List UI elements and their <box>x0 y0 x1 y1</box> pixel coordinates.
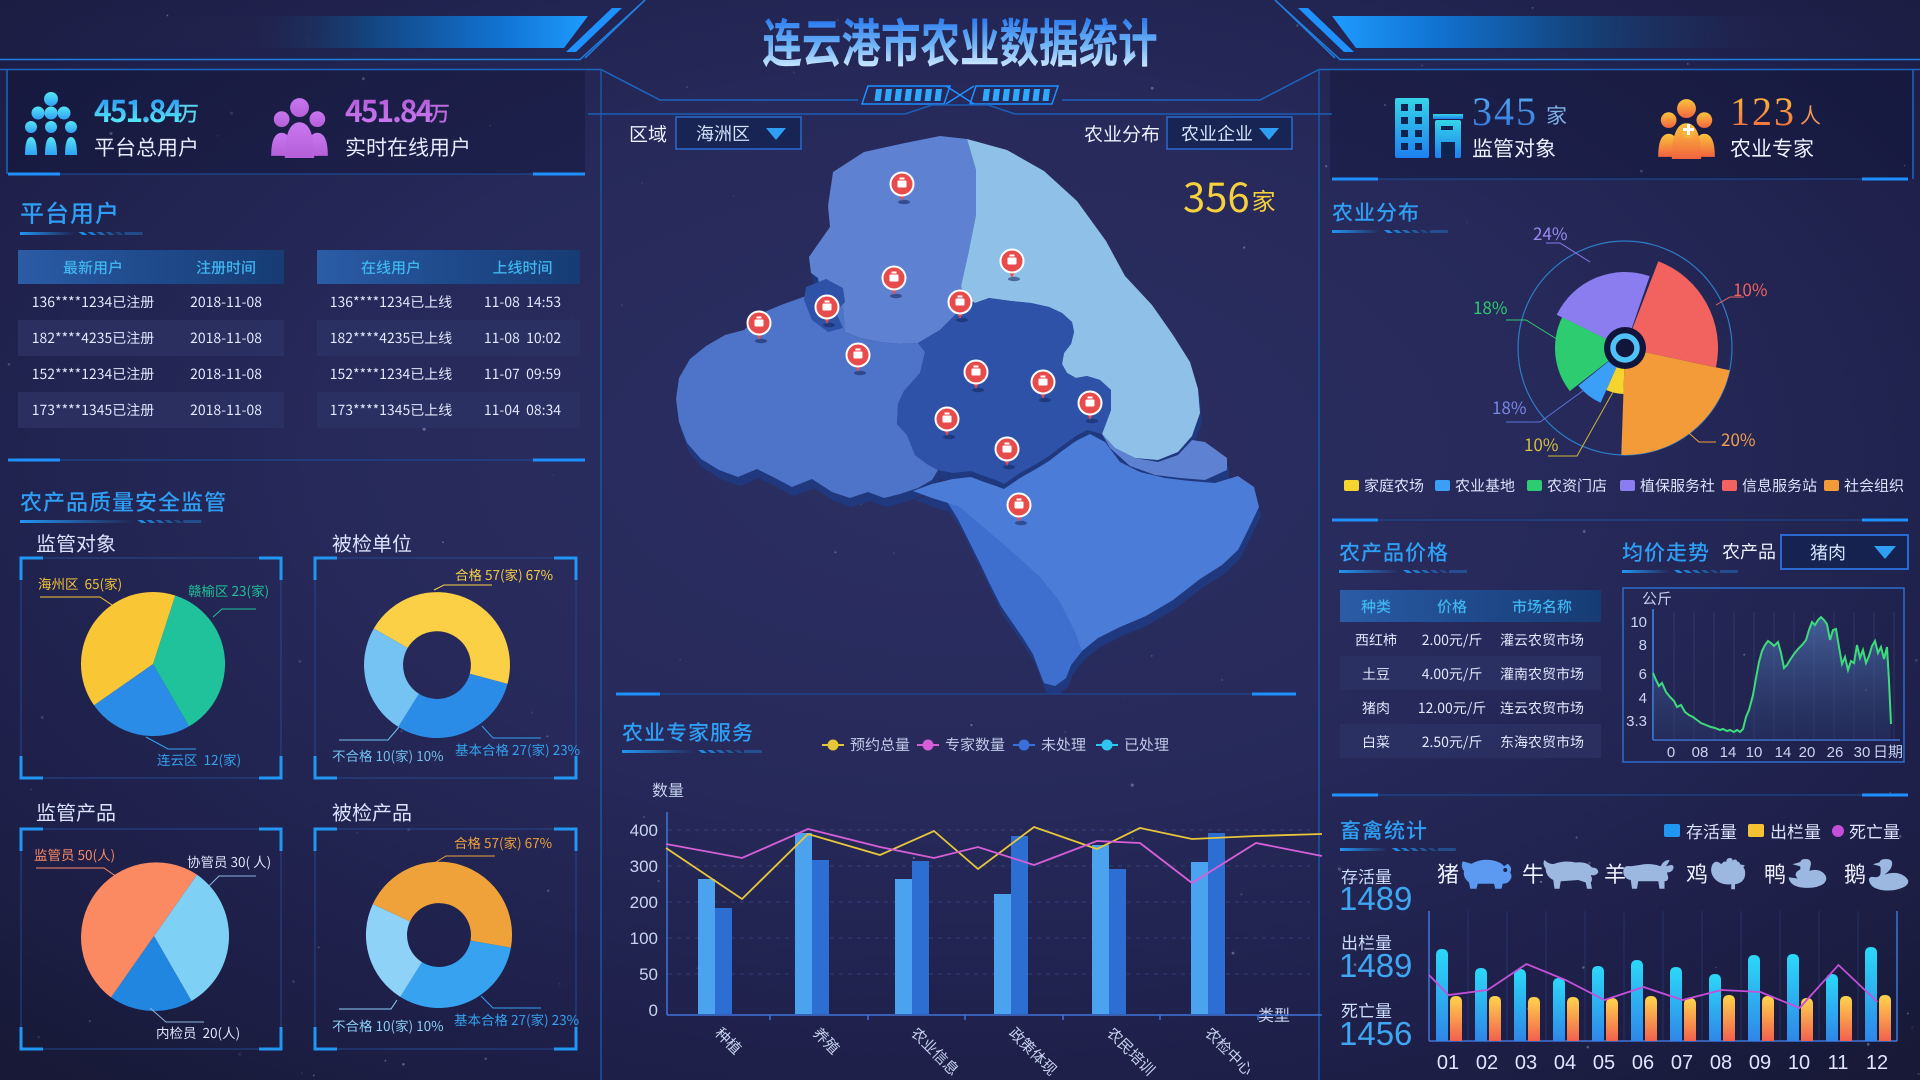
svg-text:11: 11 <box>1828 1052 1849 1074</box>
svg-text:05: 05 <box>1593 1052 1615 1074</box>
svg-text:345: 345 <box>1472 89 1538 134</box>
svg-text:3.3: 3.3 <box>1626 713 1647 730</box>
svg-text:10: 10 <box>1630 614 1647 631</box>
svg-text:14: 14 <box>1720 744 1737 761</box>
svg-text:20: 20 <box>1799 744 1816 761</box>
svg-text:10: 10 <box>1788 1052 1810 1074</box>
svg-text:26: 26 <box>1827 744 1844 761</box>
svg-text:100: 100 <box>630 929 658 948</box>
svg-text:1489: 1489 <box>1339 880 1412 917</box>
svg-text:04: 04 <box>1554 1052 1576 1074</box>
svg-text:50: 50 <box>639 965 658 984</box>
svg-text:1489: 1489 <box>1339 947 1412 984</box>
svg-text:08: 08 <box>1710 1052 1732 1074</box>
svg-text:30: 30 <box>1854 744 1871 761</box>
svg-text:02: 02 <box>1476 1052 1498 1074</box>
svg-text:300: 300 <box>630 857 658 876</box>
svg-text:07: 07 <box>1671 1052 1693 1074</box>
svg-text:09: 09 <box>1749 1052 1771 1074</box>
svg-text:400: 400 <box>630 821 658 840</box>
svg-text:08: 08 <box>1692 744 1709 761</box>
svg-text:0: 0 <box>649 1001 658 1020</box>
svg-text:14: 14 <box>1775 744 1792 761</box>
svg-text:03: 03 <box>1515 1052 1537 1074</box>
svg-text:8: 8 <box>1639 637 1647 654</box>
svg-text:01: 01 <box>1437 1052 1459 1074</box>
svg-text:6: 6 <box>1639 666 1647 683</box>
svg-text:1456: 1456 <box>1339 1015 1412 1052</box>
svg-text:200: 200 <box>630 893 658 912</box>
svg-text:123: 123 <box>1730 89 1796 134</box>
svg-text:06: 06 <box>1632 1052 1654 1074</box>
svg-text:10: 10 <box>1746 744 1763 761</box>
svg-text:0: 0 <box>1667 744 1675 761</box>
svg-text:4: 4 <box>1639 690 1647 707</box>
svg-text:12: 12 <box>1866 1052 1888 1074</box>
